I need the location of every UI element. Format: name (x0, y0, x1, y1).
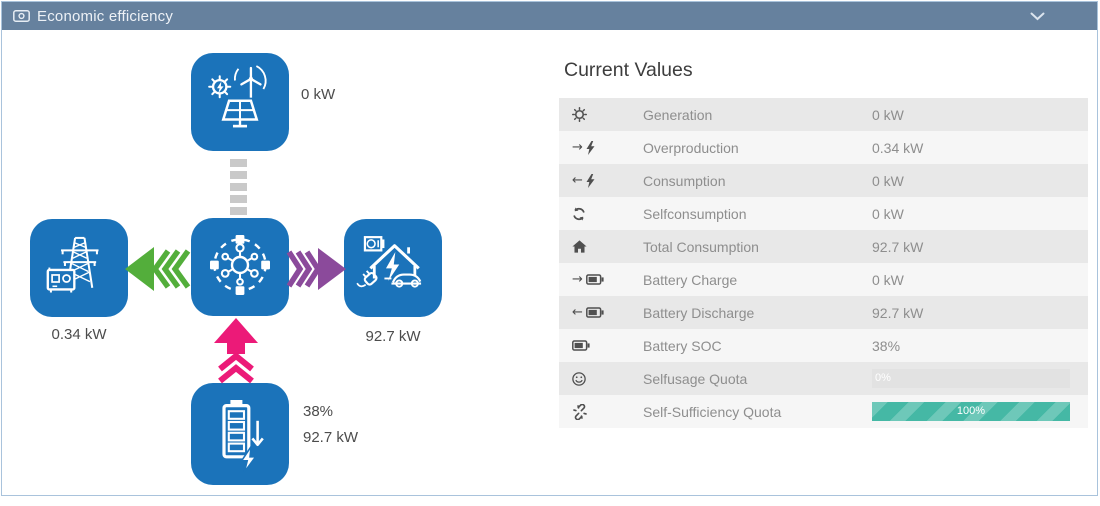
quota-progress-bar: 0% (872, 369, 1088, 388)
row-value: 0 kW (872, 172, 904, 189)
battery-tile (191, 383, 289, 485)
row-label: Consumption (643, 172, 726, 189)
panel-header: Economic efficiency (2, 2, 1097, 30)
row-label: Battery Charge (643, 271, 738, 288)
battery-discharge-icon (200, 390, 280, 479)
table-row: Selfusage Quota 0% (559, 362, 1088, 395)
arrow-right-bolt-icon: → (559, 140, 643, 155)
quota-progress-bar: 100% (872, 402, 1088, 421)
money-bill-icon (13, 10, 30, 22)
economic-efficiency-panel: Economic efficiency (1, 1, 1098, 496)
grid-export-arrow (124, 243, 194, 300)
battery-discharge-arrow (211, 318, 261, 389)
row-label: Generation (643, 106, 713, 123)
battery-soc-label: 38% (303, 403, 334, 420)
row-label: Selfconsumption (643, 205, 747, 222)
sun-icon (559, 107, 643, 122)
row-value: 0.34 kW (872, 139, 924, 156)
grid-tile (30, 219, 128, 317)
panel-title: Economic efficiency (37, 7, 174, 25)
arrow-left-battery-icon: ← (559, 306, 643, 319)
unlink-icon (559, 403, 643, 420)
row-label: Battery Discharge (643, 304, 755, 321)
arrow-right-battery-icon: → (559, 273, 643, 286)
consumption-value-label: 92.7 kW (365, 328, 421, 345)
generation-value-label: 0 kW (301, 86, 336, 103)
energy-hub-icon (200, 225, 280, 310)
row-label: Total Consumption (643, 238, 759, 255)
consumption-tile (344, 219, 442, 317)
table-row: ← Consumption 0 kW (559, 164, 1088, 197)
arrow-left-bolt-icon: ← (559, 173, 643, 188)
row-label: Overproduction (643, 139, 739, 156)
home-ev-icon (354, 227, 432, 310)
table-row: Self-Sufficiency Quota 100% (559, 395, 1088, 428)
consumption-flow-arrow (285, 243, 347, 300)
table-row: Battery SOC 38% (559, 329, 1088, 362)
row-value: 0 kW (872, 271, 904, 288)
table-row: → Battery Charge 0 kW (559, 263, 1088, 296)
progress-label: 100% (956, 405, 986, 417)
progress-label: 0% (875, 372, 891, 384)
row-value: 38% (872, 337, 901, 354)
table-row: Generation 0 kW (559, 98, 1088, 131)
table-row: Total Consumption 92.7 kW (559, 230, 1088, 263)
current-values-title: Current Values (564, 59, 693, 81)
solar-wind-turbine-icon (201, 61, 279, 144)
row-label: Battery SOC (643, 337, 722, 354)
table-row: ← Battery Discharge 92.7 kW (559, 296, 1088, 329)
battery-icon (559, 340, 643, 351)
power-grid-icon (40, 227, 118, 310)
generation-tile (191, 53, 289, 151)
row-value: 92.7 kW (872, 238, 924, 255)
row-value: 0 kW (872, 106, 904, 123)
smiley-icon (559, 371, 643, 386)
row-value: 92.7 kW (872, 304, 924, 321)
row-value: 0 kW (872, 205, 904, 222)
chevron-down-icon[interactable] (1030, 12, 1045, 21)
hub-tile (191, 218, 289, 316)
refresh-icon (559, 207, 643, 221)
battery-power-label: 92.7 kW (303, 429, 359, 446)
home-icon (559, 240, 643, 253)
row-label: Selfusage Quota (643, 370, 748, 387)
current-values-table: Generation 0 kW → Overproduction 0.34 kW… (559, 98, 1088, 428)
table-row: → Overproduction 0.34 kW (559, 131, 1088, 164)
row-label: Self-Sufficiency Quota (643, 403, 782, 420)
table-row: Selfconsumption 0 kW (559, 197, 1088, 230)
grid-value-label: 0.34 kW (51, 326, 107, 343)
